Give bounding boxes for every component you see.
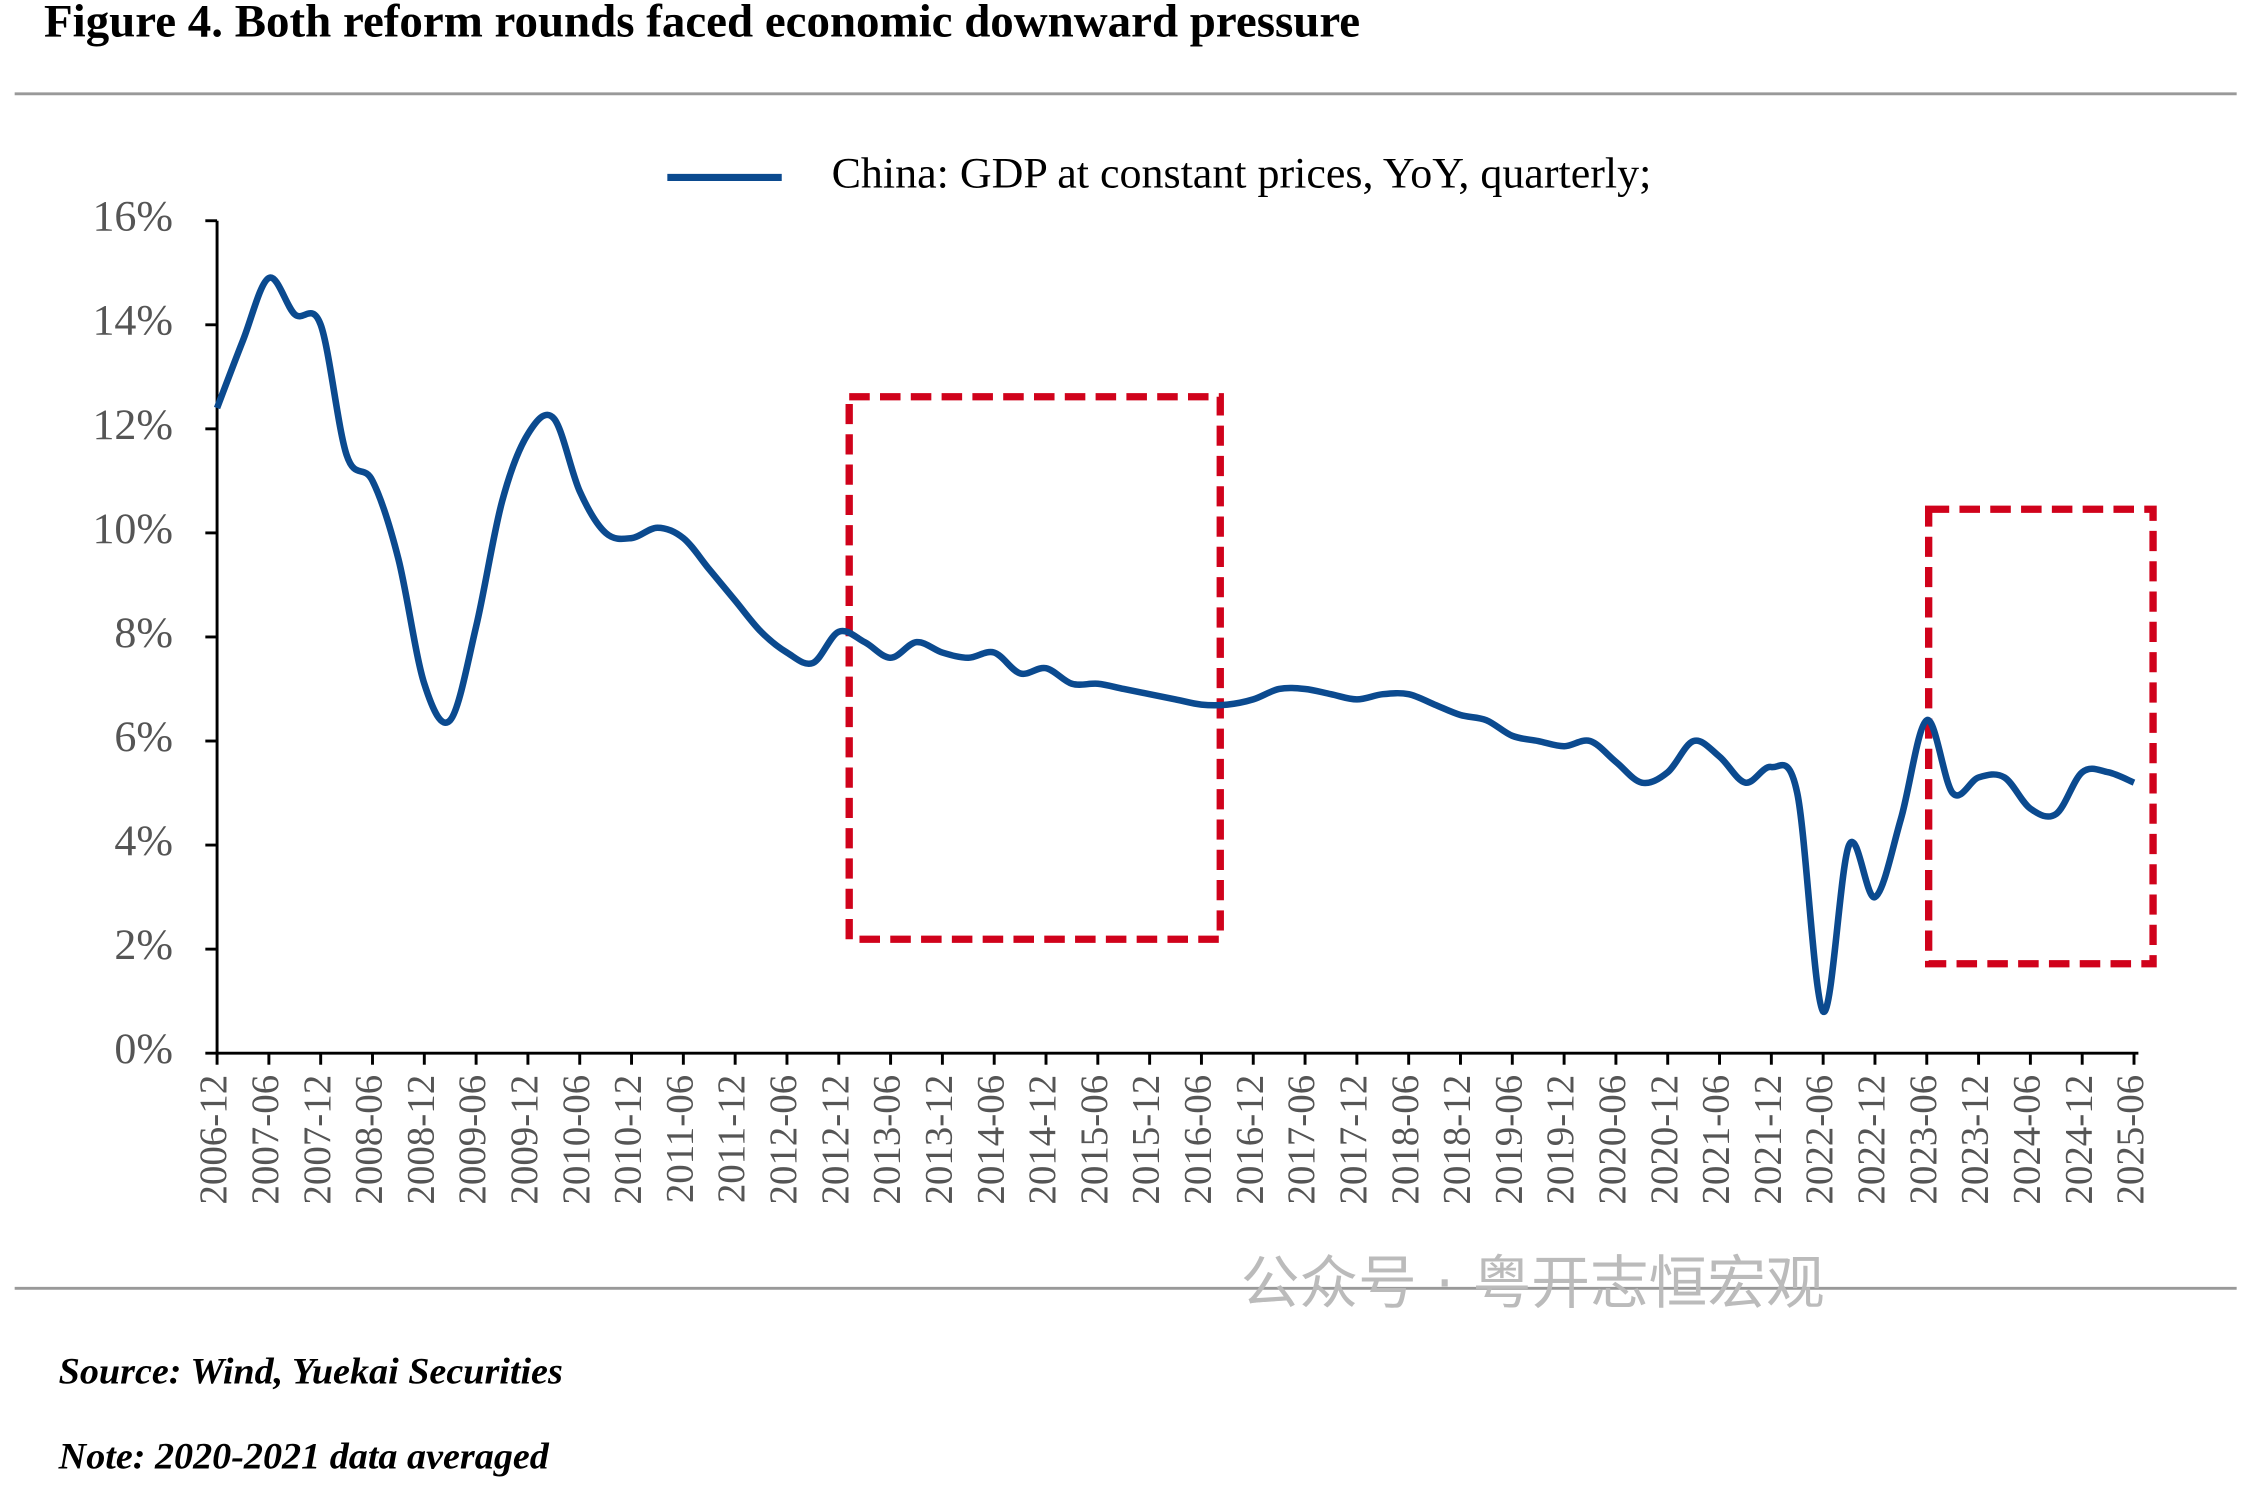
x-tick-label: 2021-06 [1694, 1075, 1737, 1205]
x-tick-label: 2011-06 [658, 1075, 701, 1203]
x-tick-label: 2015-06 [1073, 1075, 1116, 1205]
x-tick-label: 2015-12 [1124, 1075, 1167, 1205]
x-tick-label: 2019-12 [1539, 1075, 1582, 1205]
x-tick-label: 2014-06 [969, 1075, 1012, 1205]
x-tick-label: 2024-06 [2005, 1075, 2048, 1205]
x-tick-label: 2023-06 [1902, 1075, 1945, 1205]
watermark: 公众号 · 粤开志恒宏观 [1241, 1249, 1825, 1316]
x-tick-label: 2012-12 [814, 1075, 857, 1205]
x-tick-label: 2011-12 [710, 1075, 753, 1203]
x-tick-label: 2009-12 [503, 1075, 546, 1205]
y-tick-label: 8% [114, 609, 173, 657]
y-tick-label: 12% [92, 401, 173, 449]
y-tick-label: 10% [92, 505, 173, 553]
x-tick-label: 2007-12 [295, 1075, 338, 1205]
x-tick-label: 2010-12 [606, 1075, 649, 1205]
x-tick-label: 2013-12 [917, 1075, 960, 1205]
highlight-box [1925, 505, 2157, 968]
x-tick-label: 2020-06 [1591, 1075, 1634, 1205]
x-tick-label: 2025-06 [2109, 1075, 2152, 1205]
x-tick-label: 2010-06 [555, 1075, 598, 1205]
y-tick-label: 4% [114, 817, 173, 865]
x-tick-label: 2016-12 [1228, 1075, 1271, 1205]
y-tick-label: 0% [114, 1025, 173, 1073]
y-tick-label: 16% [92, 193, 173, 241]
x-tick-label: 2022-12 [1850, 1075, 1893, 1205]
chart-title: Figure 4. Both reform rounds faced econo… [44, 0, 1360, 47]
x-tick-label: 2013-06 [865, 1075, 908, 1205]
x-tick-label: 2024-12 [2057, 1075, 2100, 1205]
x-tick-label: 2017-12 [1332, 1075, 1375, 1205]
x-tick-label: 2008-12 [399, 1075, 442, 1205]
x-tick-label: 2018-12 [1435, 1075, 1478, 1205]
x-tick-label: 2018-06 [1383, 1075, 1426, 1205]
x-tick-label: 2012-06 [762, 1075, 805, 1205]
note: Note: 2020-2021 data averaged [58, 1436, 550, 1478]
y-tick-label: 14% [92, 297, 173, 345]
x-tick-label: 2016-06 [1176, 1075, 1219, 1205]
x-tick-label: 2023-12 [1953, 1075, 1996, 1205]
x-tick-label: 2009-06 [451, 1075, 494, 1205]
line [213, 274, 2136, 1015]
source: Source: Wind, Yuekai Securities [59, 1351, 563, 1393]
y-tick-label: 2% [114, 921, 173, 969]
x-tick-label: 2008-06 [347, 1075, 390, 1205]
x-tick-label: 2020-12 [1643, 1075, 1686, 1205]
x-tick-label: 2017-06 [1280, 1075, 1323, 1205]
x-tick-label: 2019-06 [1487, 1075, 1530, 1205]
highlight-box [845, 393, 1224, 943]
x-tick-label: 2007-06 [244, 1075, 287, 1205]
y-tick-label: 6% [114, 713, 173, 761]
x-tick-label: 2022-06 [1798, 1075, 1841, 1205]
x-tick-label: 2006-12 [192, 1075, 235, 1205]
x-tick-label: 2021-12 [1746, 1075, 1789, 1205]
legend-label: China: GDP at constant prices, YoY, quar… [832, 150, 1652, 198]
x-tick-label: 2014-12 [1021, 1075, 1064, 1205]
